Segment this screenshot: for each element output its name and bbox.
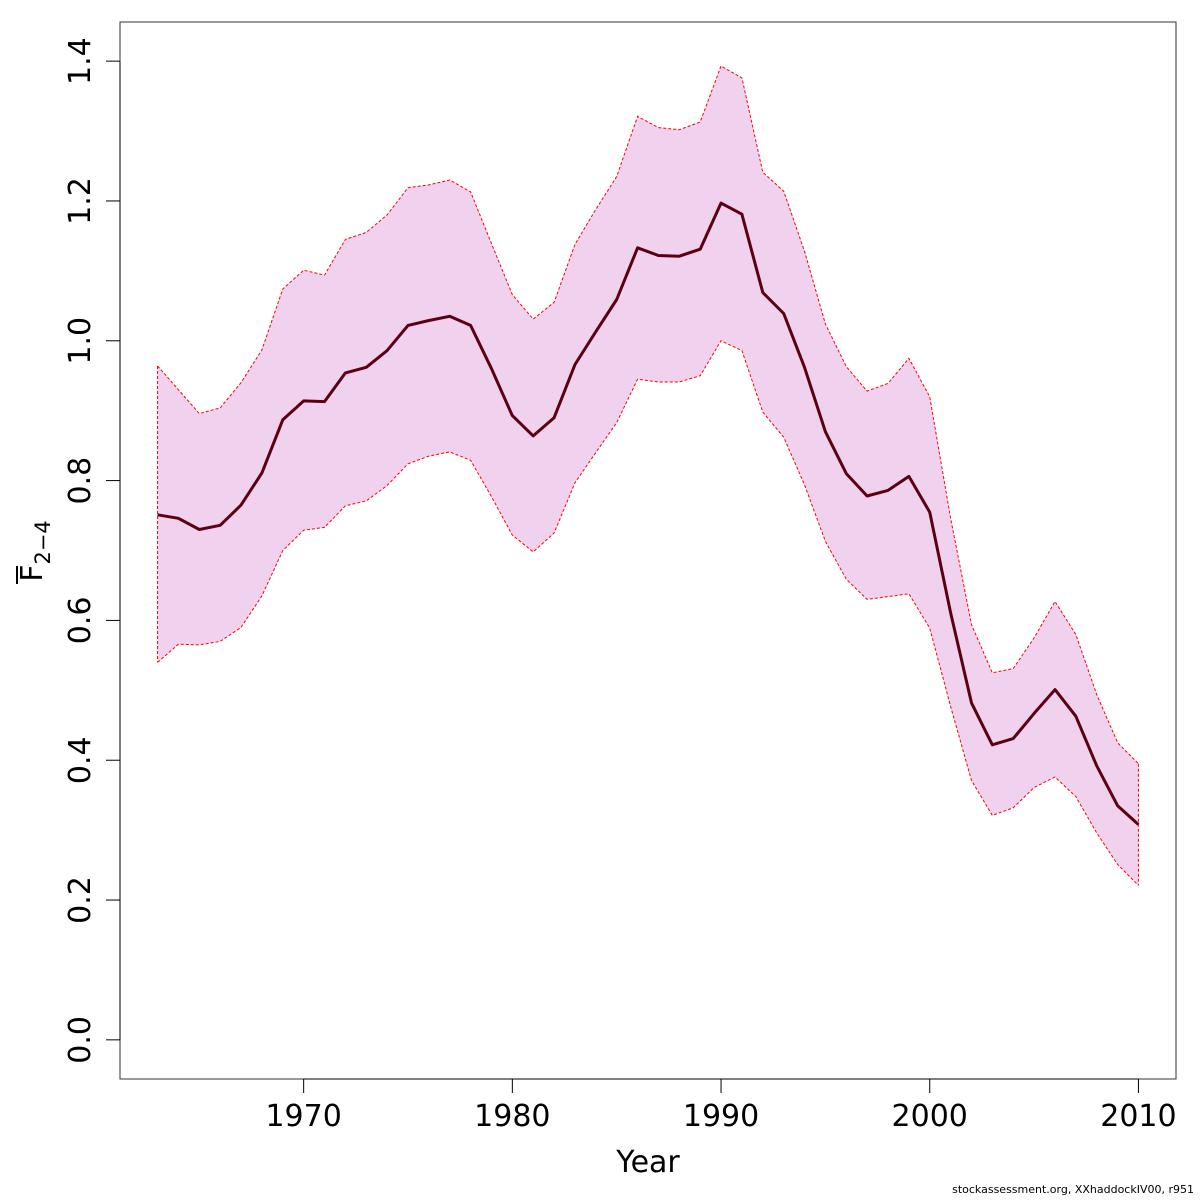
y-tick-label: 1.4 xyxy=(63,37,98,85)
y-tick-label: 0.8 xyxy=(63,457,98,505)
x-tick-label: 1990 xyxy=(683,1099,759,1134)
x-tick-label: 2010 xyxy=(1100,1099,1176,1134)
confidence-band xyxy=(157,65,1139,886)
x-axis-title: Year xyxy=(615,1145,680,1180)
upper-bound-line xyxy=(157,65,1139,765)
y-tick-label: 0.6 xyxy=(63,597,98,645)
footer-credit: stockassessment.org, XXhaddockIV00, r951 xyxy=(952,1183,1194,1196)
x-axis: 1970 1980 1990 2000 2010 xyxy=(265,1078,1177,1134)
confidence-band-area xyxy=(157,66,1139,886)
x-tick-label: 2000 xyxy=(892,1099,968,1134)
y-tick-label: 1.0 xyxy=(63,317,98,365)
estimate-line xyxy=(157,201,1140,826)
y-tick-label: 1.2 xyxy=(63,177,98,225)
y-axis-title-sub: 2−4 xyxy=(31,520,55,564)
svg-text:F2−4: F2−4 xyxy=(15,520,55,582)
estimate-line-layer xyxy=(157,201,1140,826)
x-tick-label: 1970 xyxy=(265,1099,341,1134)
y-tick-label: 0.0 xyxy=(63,1016,98,1064)
x-tick-label: 1980 xyxy=(474,1099,550,1134)
y-axis-title: F2−4 xyxy=(15,520,55,584)
y-axis: 0.0 0.2 0.4 0.6 0.8 1.0 1.2 1.4 xyxy=(63,37,121,1064)
y-tick-label: 0.2 xyxy=(63,876,98,924)
y-tick-label: 0.4 xyxy=(63,736,98,784)
y-axis-title-main: F xyxy=(15,565,50,582)
